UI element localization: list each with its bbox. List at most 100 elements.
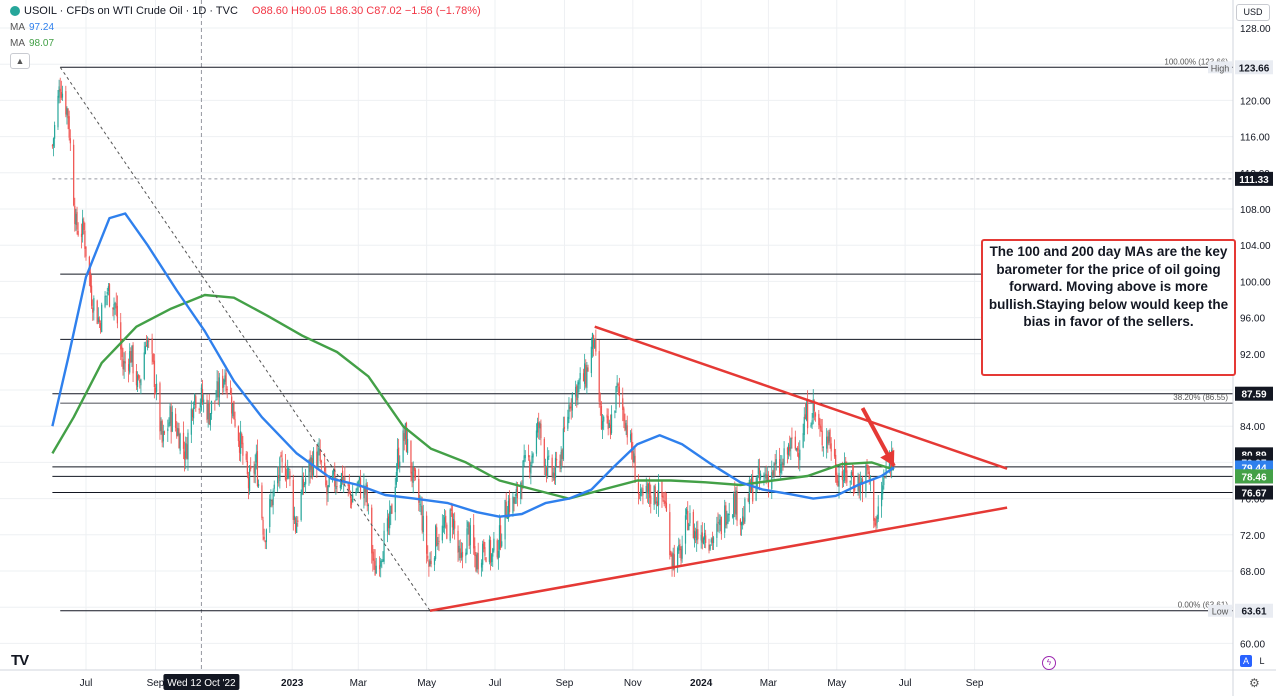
candle-body	[116, 305, 118, 324]
candle-body	[200, 387, 203, 403]
fib-level-label: 38.20% (86.55)	[1173, 393, 1228, 402]
candle-body	[838, 472, 840, 487]
candle-body	[544, 465, 547, 468]
candle-body	[167, 428, 169, 432]
annotation-box[interactable]: The 100 and 200 day MAs are the key baro…	[981, 239, 1236, 376]
candle-body	[215, 399, 217, 401]
candle-body	[850, 471, 852, 479]
candle-body	[143, 352, 145, 380]
candle-body	[700, 534, 702, 541]
time-tick-label: 2023	[281, 678, 304, 689]
log-scale-button[interactable]: L	[1259, 656, 1265, 666]
time-tick-label: Mar	[760, 678, 778, 689]
candle-body	[241, 433, 243, 445]
candle-body	[127, 364, 130, 371]
candle-body	[217, 381, 219, 398]
candle-body	[646, 483, 648, 493]
level-tag: Low	[1212, 607, 1229, 617]
candle-body	[594, 338, 596, 349]
candle-body	[844, 461, 846, 481]
candle-body	[742, 516, 744, 525]
candle-body	[492, 548, 494, 557]
ma-legend-1[interactable]: MA 97.24	[10, 22, 54, 33]
candle-body	[845, 461, 847, 473]
time-axis[interactable]: Jul Sep 2023 Mar May Jul Sep Nov 2024 Mar May Jul Se…	[0, 669, 1276, 690]
tradingview-logo: TV	[11, 652, 29, 669]
candle-body	[796, 448, 799, 451]
candle-body	[195, 396, 197, 408]
candle-body	[766, 475, 768, 481]
candle-body	[208, 402, 210, 425]
ma-legend-2[interactable]: MA 98.07	[10, 38, 54, 49]
candle-body	[325, 472, 327, 486]
candle-body	[493, 538, 495, 551]
candle-body	[826, 436, 828, 449]
candle-body	[484, 547, 486, 556]
candle-body	[665, 502, 668, 512]
candle-body	[662, 495, 664, 498]
candle-body	[552, 472, 554, 478]
candle-body	[154, 387, 157, 393]
candle-body	[563, 426, 566, 429]
candle-body	[60, 91, 62, 98]
candle-body	[830, 443, 832, 452]
candle-body	[104, 295, 106, 307]
time-tick-label: Jul	[80, 678, 93, 689]
candle-body	[820, 426, 822, 432]
candle-body	[543, 438, 545, 468]
candle-body	[671, 554, 673, 567]
candle-body	[339, 484, 341, 489]
candle-body	[269, 499, 271, 527]
lightning-icon[interactable]: ϟ	[1042, 656, 1056, 670]
time-tick-label: Nov	[624, 678, 642, 689]
candle-body	[182, 432, 185, 449]
candle-body	[382, 559, 384, 562]
chevron-up-icon[interactable]: ▲	[10, 53, 30, 69]
candle-body	[680, 549, 682, 561]
price-label-bg	[1235, 171, 1273, 186]
candle-body	[562, 428, 564, 460]
candle-body	[482, 543, 484, 565]
candle-body	[508, 498, 511, 513]
candle-body	[779, 459, 781, 473]
candle-body	[799, 449, 801, 461]
candle-body	[842, 480, 845, 482]
candle-body	[498, 525, 501, 550]
candle-body	[477, 553, 479, 570]
candle-body	[693, 530, 696, 541]
candle-body	[802, 433, 804, 448]
dashed-trendline	[59, 66, 431, 612]
candle-body	[821, 430, 823, 446]
candle-body	[151, 338, 153, 354]
price-axis[interactable]: 128.00124.00120.00116.00112.00108.00104.…	[1232, 0, 1273, 696]
candle-body	[622, 398, 624, 411]
candle-body	[190, 408, 192, 435]
symbol-title[interactable]: USOIL · CFDs on WTI Crude Oil · 1D · TVC	[24, 5, 238, 17]
candle-body	[247, 475, 250, 489]
candle-body	[398, 447, 400, 467]
price-tick-label: 60.00	[1240, 639, 1265, 650]
candle-body	[795, 448, 798, 450]
candle-body	[406, 438, 409, 454]
candle-body	[629, 434, 632, 440]
candle-body	[396, 448, 399, 471]
candle-body	[684, 515, 687, 544]
gear-icon[interactable]: ⚙	[1249, 676, 1260, 690]
candle-body	[437, 543, 439, 545]
auto-scale-button[interactable]: A	[1240, 655, 1252, 667]
candle-body	[399, 461, 401, 467]
candle-body	[287, 467, 289, 479]
candle-body	[813, 401, 815, 411]
moving-averages	[51, 212, 895, 518]
currency-selector[interactable]: USD	[1236, 4, 1270, 21]
candle-body	[372, 551, 374, 561]
time-tick-label: May	[417, 678, 436, 689]
candle-body	[206, 399, 208, 421]
price-label: 78.46	[1241, 472, 1266, 483]
candle-body	[270, 499, 272, 502]
candle-body	[186, 444, 188, 459]
candle-body	[759, 473, 762, 479]
candle-body	[428, 561, 430, 567]
candle-body	[272, 490, 274, 506]
